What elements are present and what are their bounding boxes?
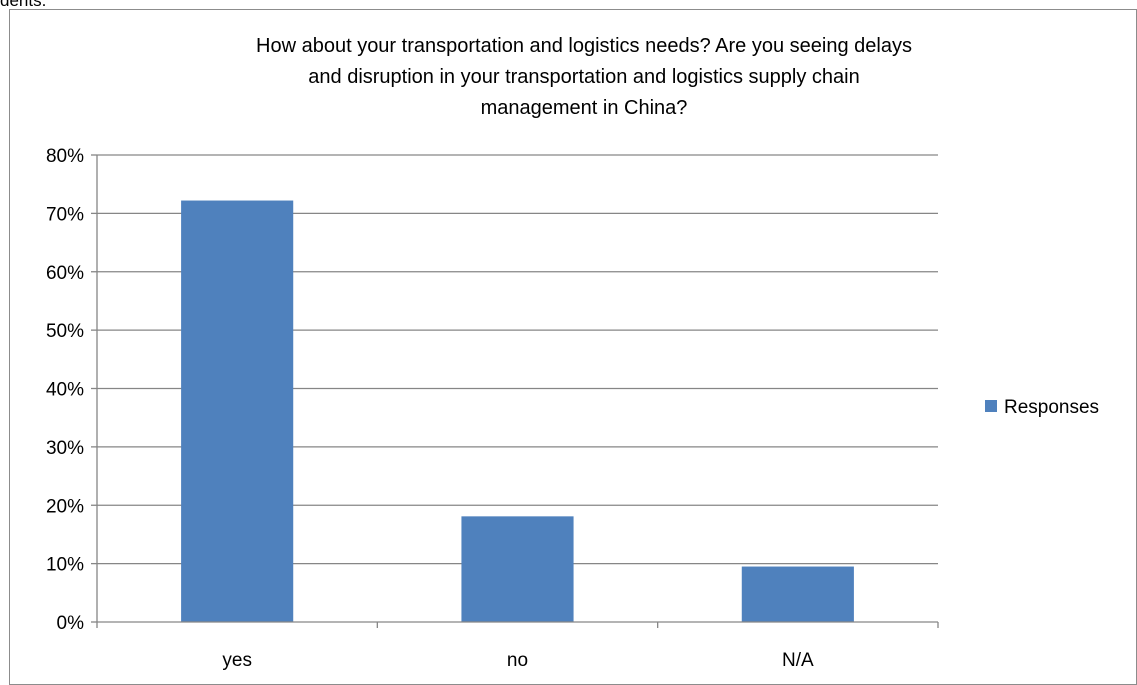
page-text-fragment: dents. [0, 0, 47, 10]
bar-no [461, 516, 574, 622]
legend-label-responses: Responses [1004, 397, 1099, 418]
y-tick-label-2: 20% [46, 496, 84, 517]
chart-title-line-1: How about your transportation and logist… [256, 35, 912, 57]
y-tick-label-8: 80% [46, 146, 84, 167]
chart-title-line-3: management in China? [481, 97, 688, 119]
bars [181, 200, 854, 622]
y-tick-label-4: 40% [46, 380, 84, 401]
y-tick-label-3: 30% [46, 438, 84, 459]
x-category-label-1: no [507, 650, 528, 671]
x-axis-category-labels: yes no N/A [222, 650, 814, 671]
chart-title-line-2: and disruption in your transportation an… [308, 66, 859, 88]
chart-title: How about your transportation and logist… [256, 35, 912, 119]
x-category-label-2: N/A [782, 650, 814, 671]
legend: Responses [985, 397, 1099, 418]
legend-swatch-responses [985, 400, 997, 412]
y-tick-label-5: 50% [46, 321, 84, 342]
y-tick-label-1: 10% [46, 555, 84, 576]
y-axis-tick-labels: 0% 10% 20% 30% 40% 50% 60% 70% 80% [46, 146, 84, 634]
x-category-label-0: yes [222, 650, 252, 671]
bar-n-a [741, 566, 854, 622]
axes [91, 154, 939, 628]
bar-yes [181, 200, 294, 622]
y-tick-label-0: 0% [57, 613, 85, 634]
y-tick-label-6: 60% [46, 263, 84, 284]
y-tick-label-7: 70% [46, 204, 84, 225]
